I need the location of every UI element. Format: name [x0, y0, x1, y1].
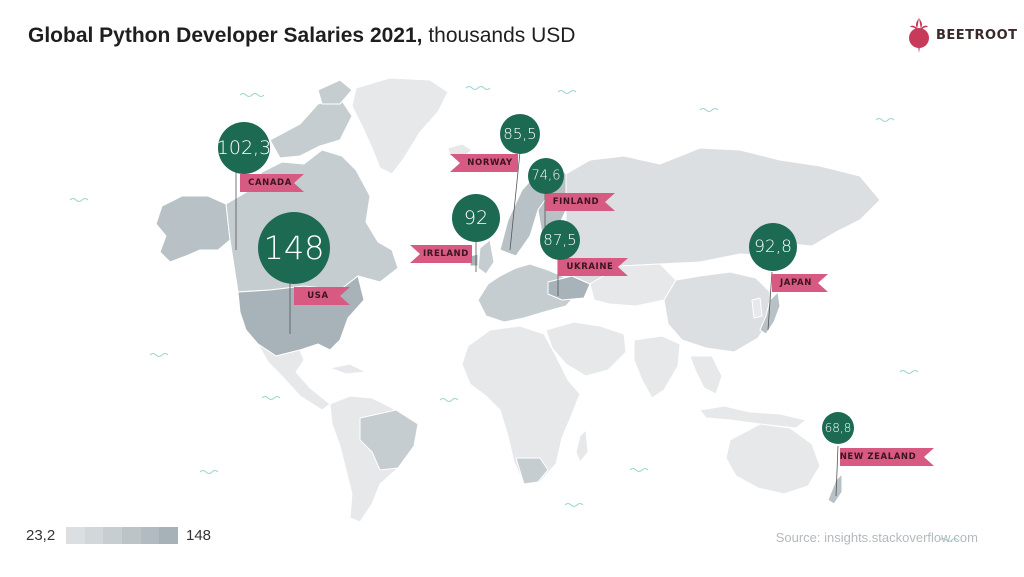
flag-usa	[294, 287, 350, 305]
land-new-zealand	[827, 473, 843, 505]
legend-swatch-1	[66, 527, 85, 544]
bubble-japan-value: 92,8	[754, 237, 792, 257]
land-cuba	[329, 363, 367, 375]
legend-scale	[66, 527, 179, 544]
flag-canada	[240, 174, 304, 192]
flag-norway	[450, 154, 518, 172]
bubble-new-zealand-value: 68,8	[825, 421, 852, 435]
bubble-norway-value: 85,5	[503, 125, 536, 143]
marker-canada: CANADA 102,3	[217, 122, 304, 250]
title-bold: Global Python Developer Salaries 2021,	[28, 24, 423, 47]
bubble-ukraine	[540, 220, 580, 260]
logo-text: BEETROOT	[936, 27, 1018, 43]
flag-usa-label: USA	[307, 291, 328, 301]
bubble-usa-value: 148	[263, 229, 324, 267]
bubble-norway	[500, 114, 540, 154]
bubble-canada-value: 102,3	[217, 137, 271, 159]
source-note: Source: insights.stackoverflow.com	[775, 530, 978, 545]
marker-norway: NORWAY 85,5	[450, 114, 540, 251]
bubble-finland-value: 74,6	[532, 169, 561, 184]
beetroot-logo: BEETROOT	[906, 16, 1018, 54]
marker-new-zealand: NEW ZEALAND 68,8	[822, 412, 934, 497]
land-greenland	[351, 77, 449, 175]
bubble-ireland-value: 92	[464, 207, 488, 229]
legend-swatch-5	[140, 527, 160, 544]
land-canada-islands	[269, 97, 353, 159]
land-indonesia	[699, 405, 807, 429]
sea-waves	[69, 86, 959, 542]
title-light: thousands USD	[422, 24, 576, 47]
flag-new-zealand-label: NEW ZEALAND	[840, 452, 917, 462]
flag-new-zealand	[840, 448, 934, 466]
land-australia	[725, 423, 821, 495]
legend-swatch-3	[103, 527, 123, 544]
land-middle-east	[545, 321, 627, 377]
land-se-asia	[689, 355, 723, 395]
land-uk	[477, 239, 495, 275]
page-title: Global Python Developer Salaries 2021, t…	[28, 24, 575, 48]
flag-ukraine-label: UKRAINE	[567, 262, 614, 272]
bubble-finland	[528, 158, 564, 194]
land-africa	[461, 325, 581, 485]
legend-swatch-6	[159, 527, 179, 544]
bubble-canada	[218, 122, 270, 174]
legend-min: 23,2	[26, 527, 56, 544]
beetroot-icon	[909, 18, 929, 53]
land-madagascar	[575, 429, 589, 463]
land-south-africa	[515, 457, 549, 485]
marker-ireland: IRELAND 92	[410, 194, 500, 272]
land-mexico	[257, 343, 331, 411]
land-japan	[759, 291, 781, 335]
legend-max: 148	[186, 527, 212, 544]
marker-japan: JAPAN 92,8	[749, 223, 828, 331]
flag-japan	[772, 274, 828, 292]
bubble-new-zealand	[822, 412, 854, 444]
bubble-ireland	[452, 194, 500, 242]
flag-ireland-label: IRELAND	[423, 249, 469, 259]
land-brazil	[359, 409, 419, 471]
bubble-usa	[258, 212, 330, 284]
land-alaska	[155, 195, 231, 263]
bubble-japan	[749, 223, 797, 271]
flag-japan-label: JAPAN	[779, 278, 812, 288]
land-korea	[751, 297, 763, 319]
flag-finland-label: FINLAND	[553, 197, 599, 207]
flag-ukraine	[558, 258, 628, 276]
bubble-ukraine-value: 87,5	[543, 231, 576, 249]
flag-canada-label: CANADA	[248, 178, 292, 188]
marker-finland: FINLAND 74,6	[528, 158, 615, 236]
flag-finland	[545, 193, 615, 211]
land-india	[633, 335, 681, 399]
flag-norway-label: NORWAY	[467, 158, 513, 168]
flag-ireland	[410, 245, 472, 263]
marker-usa: USA 148	[258, 212, 350, 334]
legend-swatch-2	[84, 527, 104, 544]
marker-ukraine: UKRAINE 87,5	[540, 220, 628, 296]
land-canada-islands-2	[317, 79, 353, 105]
legend-swatch-4	[122, 527, 141, 544]
